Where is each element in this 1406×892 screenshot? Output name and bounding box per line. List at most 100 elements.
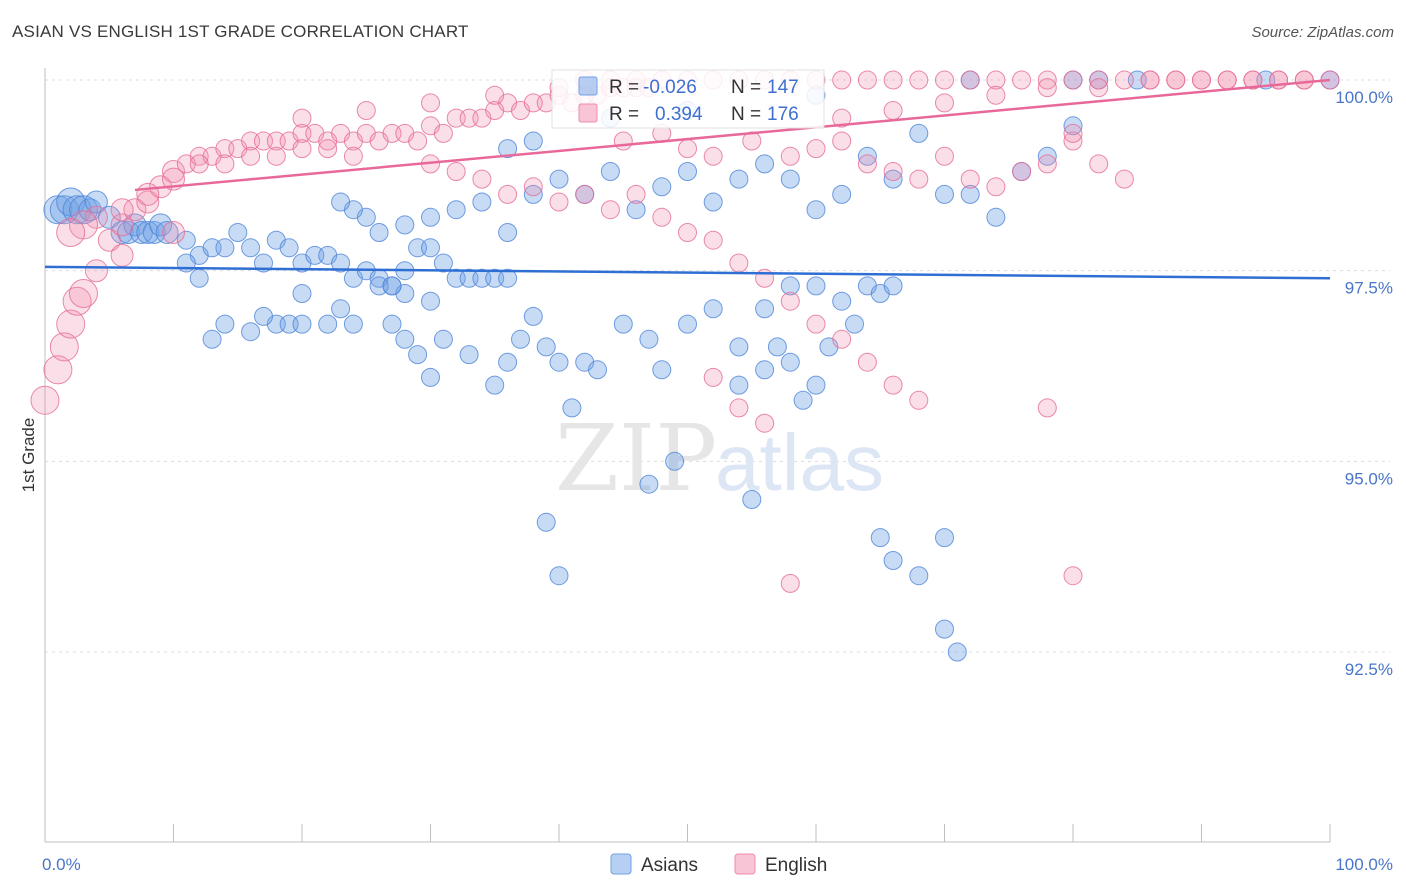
- point-asians: [703, 192, 723, 212]
- point-asians: [498, 268, 518, 288]
- point-english: [832, 329, 852, 349]
- point-asians: [780, 276, 800, 296]
- point-english: [1063, 70, 1083, 90]
- point-asians: [549, 566, 569, 586]
- point-asians: [136, 221, 160, 244]
- point-asians: [947, 642, 967, 662]
- point-english: [162, 167, 185, 191]
- point-english: [84, 259, 108, 283]
- point-english: [703, 146, 723, 166]
- source-label: Source: ZipAtlas.com: [1251, 24, 1394, 41]
- point-english: [703, 230, 723, 250]
- bottom-legend-swatch-english: [734, 853, 756, 875]
- point-english: [1063, 566, 1083, 586]
- point-english: [986, 177, 1006, 197]
- point-asians: [613, 314, 633, 334]
- legend-n-value-asians: 147: [767, 77, 799, 98]
- point-english: [832, 70, 852, 90]
- point-asians: [292, 314, 312, 334]
- series-english-points: [30, 70, 1340, 593]
- point-english: [56, 309, 86, 339]
- point-english: [857, 70, 877, 90]
- point-asians: [228, 223, 248, 242]
- legend-swatch-asians: [578, 76, 598, 96]
- point-english: [1294, 70, 1314, 90]
- point-asians: [780, 169, 800, 189]
- point-english: [1089, 154, 1109, 174]
- legend-r-label: R =: [609, 104, 639, 125]
- point-asians: [729, 169, 749, 189]
- point-english: [241, 146, 261, 166]
- point-asians: [485, 268, 505, 288]
- point-asians: [485, 375, 505, 395]
- point-english: [857, 352, 877, 372]
- point-asians: [639, 329, 659, 349]
- point-asians: [909, 566, 929, 586]
- point-asians: [155, 221, 179, 244]
- point-english: [729, 398, 749, 418]
- point-asians: [395, 215, 415, 235]
- point-english: [1217, 70, 1237, 90]
- series-asians-points: [43, 70, 1340, 662]
- point-english: [433, 123, 453, 143]
- point-english: [1037, 78, 1057, 98]
- point-asians: [241, 322, 261, 342]
- point-asians: [678, 162, 697, 181]
- point-asians: [755, 154, 775, 174]
- chart-title: ASIAN VS ENGLISH 1ST GRADE CORRELATION C…: [12, 22, 469, 41]
- point-asians: [729, 337, 749, 357]
- point-asians: [305, 245, 325, 265]
- point-english: [986, 85, 1006, 105]
- point-english: [84, 205, 108, 229]
- point-asians: [588, 360, 607, 380]
- point-asians: [498, 352, 518, 372]
- point-english: [189, 154, 209, 174]
- point-english: [62, 286, 92, 316]
- x-tick-labels: 0.0% 100.0%: [42, 855, 1393, 874]
- point-english: [1037, 70, 1057, 90]
- point-english: [960, 70, 980, 90]
- point-asians: [215, 238, 235, 258]
- y-tick-label: 92.5%: [1345, 660, 1393, 679]
- point-english: [986, 70, 1006, 90]
- point-english: [575, 184, 595, 204]
- x-tick-label: 0.0%: [42, 855, 81, 874]
- point-english: [485, 85, 505, 105]
- y-tick-label: 95.0%: [1345, 469, 1393, 488]
- point-asians: [369, 223, 389, 242]
- point-english: [729, 253, 749, 273]
- point-english: [1166, 70, 1186, 90]
- point-asians: [62, 195, 92, 225]
- grid: [45, 79, 1390, 653]
- point-asians: [703, 299, 723, 319]
- point-english: [162, 160, 185, 183]
- point-asians: [1037, 146, 1057, 166]
- point-english: [69, 279, 98, 308]
- point-asians: [69, 195, 98, 225]
- point-asians: [511, 329, 530, 349]
- point-asians: [678, 314, 697, 334]
- point-english: [780, 573, 800, 593]
- point-english: [549, 192, 569, 212]
- point-english: [832, 108, 852, 128]
- point-english: [909, 70, 929, 90]
- point-asians: [331, 253, 351, 273]
- point-asians: [318, 314, 338, 334]
- point-asians: [343, 314, 363, 334]
- point-asians: [665, 451, 685, 471]
- point-english: [755, 413, 775, 433]
- point-english: [883, 375, 903, 395]
- point-asians: [652, 360, 672, 380]
- point-english: [1114, 70, 1134, 90]
- point-asians: [870, 528, 890, 548]
- y-tick-label: 100.0%: [1335, 88, 1393, 107]
- point-english: [909, 390, 929, 410]
- point-asians: [626, 200, 646, 220]
- point-asians: [806, 276, 826, 296]
- point-asians: [729, 375, 749, 395]
- point-asians: [142, 221, 166, 244]
- point-english: [780, 291, 800, 311]
- point-asians: [189, 268, 209, 288]
- point-asians: [857, 146, 877, 166]
